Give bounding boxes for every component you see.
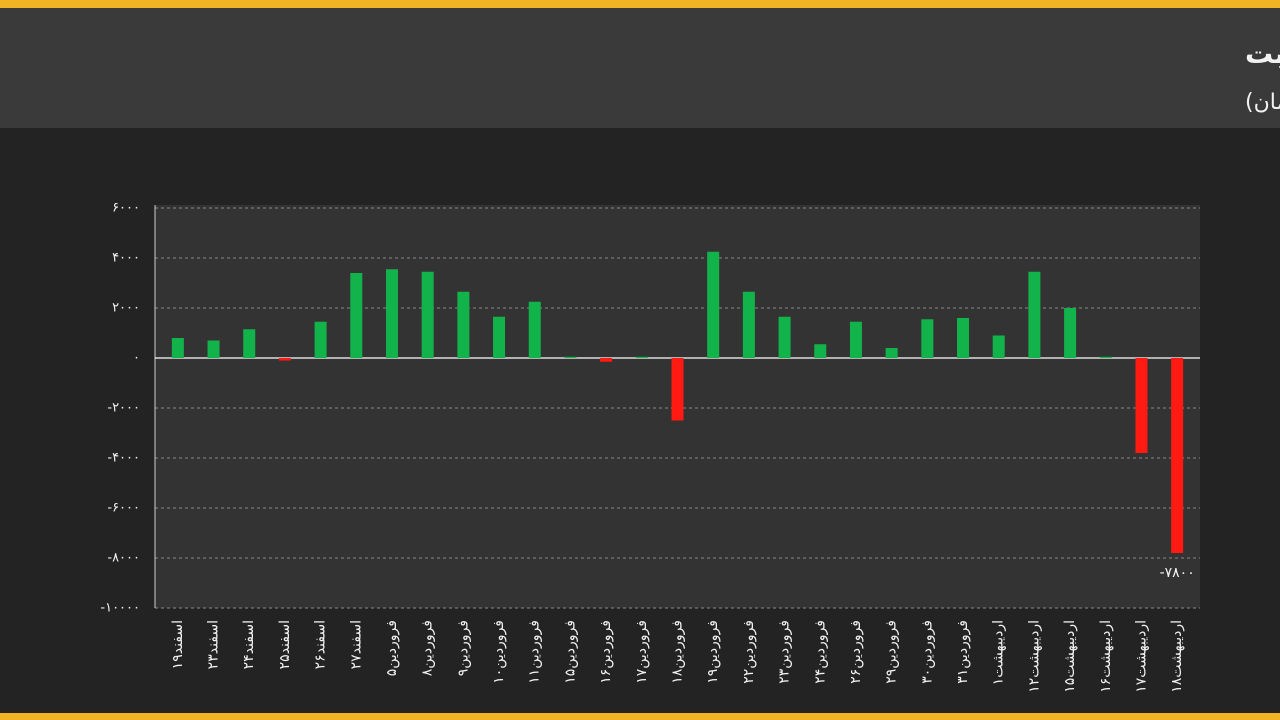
chart-title: ورود پول به صندوق های درآمد ثابت [1245,36,1280,70]
x-tick-label: ۱۷فروردین [634,620,650,684]
x-tick-label: ۱۰فروردین [491,620,507,684]
x-tick-label: ۱۸فروردین [670,620,686,684]
y-tick-label: -۲۰۰۰ [107,401,140,416]
x-tick-label: ۱۱فروردین [527,620,543,684]
x-tick-label: ۲۴اسفند [241,620,257,669]
value-label: -۷۸۰۰ [1160,565,1195,581]
x-tick-label: ۲۶فروردین [848,620,864,684]
x-tick-label: ۱۸اردیبهشت [1169,620,1185,693]
x-tick-label: ۱۵اردیبهشت [1062,620,1078,693]
x-tick-label: ۳۰فروردین [919,620,935,684]
header [0,8,1280,128]
y-tick-label: ۰ [133,351,140,366]
x-tick-label: ۸فروردین [420,620,436,676]
x-tick-label: ۱۷اردیبهشت [1133,620,1149,693]
bar [921,319,934,358]
bar [350,273,363,358]
bar [992,335,1005,358]
x-tick-label: ۱۶فروردین [598,620,614,684]
top-stripe [0,0,1280,8]
x-tick-label: ۲۳فروردین [777,620,793,684]
bar [814,344,827,358]
bar [885,348,898,358]
y-tick-label: ۶۰۰۰ [112,201,140,216]
bar [1064,308,1077,358]
x-tick-label: ۱۵فروردین [562,620,578,684]
y-tick-label: ۲۰۰۰ [112,301,140,316]
bar [635,356,648,358]
bar [528,301,541,358]
x-tick-label: ۱۶اردیبهشت [1098,620,1114,693]
x-tick-label: ۲۴فروردین [812,620,828,684]
bar [1099,356,1112,358]
x-tick-label: ۲۹فروردین [884,620,900,684]
x-tick-label: ۱اردیبهشت [991,620,1007,685]
bar [278,358,291,361]
x-tick-label: ۱۹فروردین [705,620,721,684]
bar [493,316,506,358]
x-tick-label: ۲۷اسفند [348,620,364,669]
bar [778,316,791,358]
y-tick-label: -۶۰۰۰ [107,501,140,516]
bar [564,356,577,358]
x-tick-label: ۹فروردین [455,620,471,676]
bar [1135,358,1148,453]
bar [600,358,613,362]
bar [421,271,434,358]
x-tick-label: ۲۳اسفند [206,620,222,669]
bar [314,321,327,358]
bar [1028,271,1041,358]
bar [457,291,470,358]
bar [707,251,720,358]
x-tick-label: ۱۲اردیبهشت [1026,620,1042,693]
bar [385,269,398,358]
bar [671,358,684,421]
bar [957,318,970,358]
x-tick-label: ۲۵اسفند [277,620,293,669]
bar [207,340,220,358]
y-tick-label: -۱۰۰۰۰ [100,601,140,616]
y-tick-label: -۴۰۰۰ [107,451,140,466]
bottom-stripe [0,713,1280,720]
bar [849,321,862,358]
bar [1171,358,1184,553]
x-tick-label: ۵فروردین [384,620,400,676]
bar [171,338,184,358]
y-tick-label: -۸۰۰۰ [107,551,140,566]
x-tick-label: ۱۹اسفند [170,620,186,669]
y-tick-label: ۴۰۰۰ [112,251,140,266]
bar [243,329,256,358]
chart-subtitle: (میلیاردتومان) [1245,90,1280,115]
x-tick-label: ۲۶اسفند [313,620,329,669]
x-tick-label: ۲۲فروردین [741,620,757,684]
bar [742,291,755,358]
x-tick-label: ۳۱فروردین [955,620,971,684]
